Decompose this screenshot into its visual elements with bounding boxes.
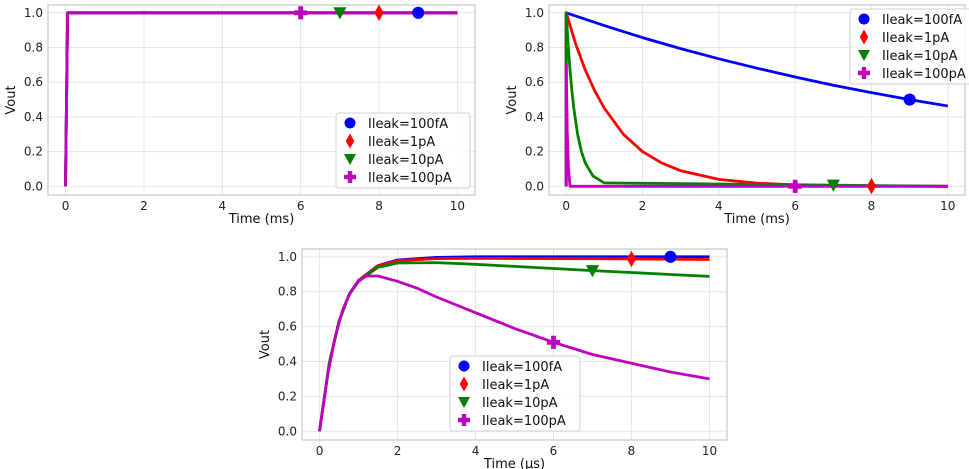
x-tick-label: 0 [562,199,570,213]
y-tick-label: 0.2 [525,145,544,159]
x-axis-label: Time (μs) [483,457,545,469]
legend-marker [859,29,869,45]
x-axis-label: Time (ms) [228,212,295,227]
legend-box [449,355,581,432]
series-marker-Ileak=1pA [626,250,637,268]
x-tick-label: 0 [316,444,324,458]
y-tick-label: 1.0 [525,6,544,20]
x-tick-label: 2 [140,199,148,213]
series-line-Ileak=100pA [64,11,458,187]
x-tick-label: 6 [550,444,558,458]
legend: Ileak=100fA Ileak=1pA Ileak=10pA Ileak=100p… [449,355,581,432]
y-tick-label: 0.6 [24,75,43,89]
series-marker-Ileak=10pA [826,179,840,192]
y-tick-label: 0.0 [525,179,544,193]
legend-marker [858,67,870,79]
x-tick-label: 8 [628,444,636,458]
legend-marker [344,171,356,183]
series-marker-Ileak=100fA [412,6,425,19]
legend-label: Ileak=100fA [882,13,962,28]
y-tick-label: 1.0 [24,6,43,20]
legend-marker [459,376,469,392]
y-tick-label: 0.8 [278,285,297,299]
legend-label: Ileak=10pA [368,153,444,168]
y-tick-label: 0.8 [24,41,43,55]
x-tick-label: 4 [715,199,723,213]
x-tick-label: 8 [868,199,876,213]
x-axis-label: Time (ms) [723,212,790,227]
series-marker-Ileak=100pA [546,335,561,349]
legend-marker [458,414,470,426]
series-marker-Ileak=10pA [333,7,347,20]
legend: Ileak=100fA Ileak=1pA Ileak=10pA Ileak=100p… [335,112,471,189]
legend-box [335,112,471,189]
series-marker-Ileak=1pA [374,4,384,22]
y-tick-label: 0.0 [278,424,297,438]
x-tick-label: 10 [940,199,955,213]
legend-label: Ileak=100pA [482,414,566,429]
series-line-Ileak=100fA [564,11,949,187]
legend-label: Ileak=100fA [482,360,562,375]
x-tick-label: 2 [394,444,402,458]
legend-label: Ileak=1pA [482,378,549,393]
chart-top-right: 0 2 4 6 8 10 0.0 0.2 0.4 0.6 0.8 1.0 Time (ms) Vout Il… [505,4,969,227]
legend-label: Ileak=1pA [882,31,949,46]
y-tick-label: 0.4 [525,110,544,124]
series-marker-Ileak=100fA [664,250,677,263]
y-axis-label: Vout [258,330,273,359]
legend-marker [858,13,870,25]
x-tick-label: 10 [702,444,717,458]
series-line-Ileak=10pA [564,11,948,188]
legend-label: Ileak=1pA [368,135,435,150]
y-tick-label: 0.2 [278,389,297,403]
legend-label: Ileak=100pA [368,171,452,186]
plot-frame [301,248,728,441]
plot-frame [548,4,966,196]
y-tick-label: 0.6 [278,320,297,334]
y-tick-label: 0.6 [525,75,544,89]
y-tick-label: 0.2 [24,145,43,159]
series-marker-Ileak=100fA [903,93,916,106]
legend-marker [458,397,470,408]
legend-label: Ileak=100pA [882,67,966,82]
legend-box [849,8,969,85]
x-tick-label: 8 [375,199,383,213]
legend-marker [345,133,355,149]
y-axis-label: Vout [4,85,19,114]
y-axis-label: Vout [505,85,520,114]
y-tick-label: 0.4 [278,355,297,369]
series-marker-Ileak=100pA [788,179,802,193]
x-tick-label: 2 [639,199,647,213]
series-marker-Ileak=10pA [585,265,600,278]
plot-frame [47,4,476,196]
chart-top-left: 0 2 4 6 8 10 0.0 0.2 0.4 0.6 0.8 1.0 Time (ms) Vout Il… [4,4,476,227]
series-line-Ileak=100pA [318,274,710,432]
x-tick-label: 4 [472,444,480,458]
legend-marker [344,117,356,129]
legend-label: Ileak=10pA [882,49,958,64]
series-marker-Ileak=100pA [294,6,308,20]
series-line-Ileak=100pA [564,63,948,188]
series-marker-Ileak=1pA [866,177,877,195]
legend: Ileak=100fA Ileak=1pA Ileak=10pA Ileak=100p… [849,8,969,85]
y-tick-label: 0.4 [24,110,43,124]
y-tick-label: 0.8 [525,41,544,55]
x-tick-label: 6 [791,199,799,213]
x-tick-label: 4 [219,199,227,213]
legend-label: Ileak=100fA [368,117,448,132]
x-tick-label: 10 [450,199,465,213]
chart-bottom-center: 0 2 4 6 8 10 0.0 0.2 0.4 0.6 0.8 1.0 Time (μs) Vout Il… [258,248,728,469]
y-tick-label: 0.0 [24,179,43,193]
legend-marker [458,360,470,372]
x-tick-label: 0 [62,199,70,213]
y-tick-label: 1.0 [278,250,297,264]
legend-marker [858,50,870,61]
legend-marker [344,154,356,165]
legend-label: Ileak=10pA [482,396,558,411]
x-tick-label: 6 [297,199,305,213]
